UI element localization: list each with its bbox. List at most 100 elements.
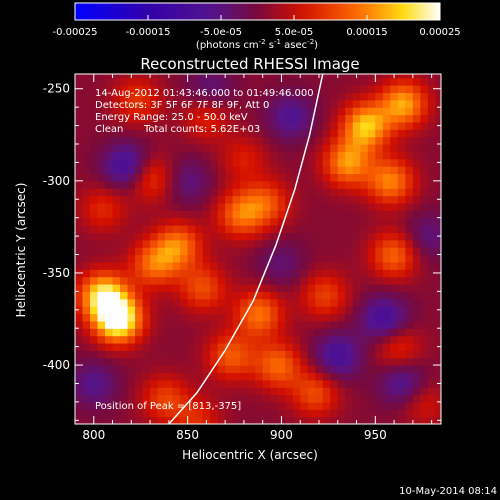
heatmap-cell: [427, 151, 436, 160]
heatmap-cell: [82, 298, 91, 307]
heatmap-cell: [142, 328, 151, 337]
heatmap-cell: [165, 350, 174, 359]
heatmap-cell: [187, 121, 196, 130]
heatmap-cell: [232, 180, 241, 189]
heatmap-cell: [247, 74, 256, 79]
heatmap-cell: [195, 342, 204, 351]
heatmap-cell: [307, 232, 316, 241]
heatmap-cell: [120, 247, 129, 256]
heatmap-cell: [187, 99, 196, 108]
heatmap-cell: [75, 202, 84, 211]
heatmap-cell: [210, 151, 219, 160]
heatmap-cell: [97, 284, 106, 292]
heatmap-cell: [240, 114, 249, 123]
heatmap-cell: [135, 313, 144, 322]
heatmap-cell: [127, 335, 136, 344]
heatmap-cell: [412, 306, 421, 315]
heatmap-cell: [210, 129, 219, 138]
heatmap-cell: [300, 114, 309, 123]
heatmap-cell: [292, 173, 301, 182]
heatmap-cell: [367, 401, 376, 410]
heatmap-cell: [300, 328, 309, 337]
heatmap-cell: [307, 136, 316, 145]
heatmap-cell: [90, 99, 99, 108]
heatmap-cell: [82, 158, 91, 167]
heatmap-cell: [360, 158, 369, 167]
heatmap-cell: [262, 92, 271, 101]
footer-date: 10-May-2014 08:14: [399, 486, 497, 497]
heatmap-cell: [360, 372, 369, 381]
heatmap-cell: [90, 284, 99, 292]
heatmap-cell: [180, 298, 189, 307]
heatmap-cell: [135, 342, 144, 351]
heatmap-cell: [322, 298, 331, 307]
heatmap-cell: [112, 365, 121, 374]
heatmap-cell: [262, 225, 271, 234]
heatmap-cell: [382, 239, 391, 248]
heatmap-cell: [397, 180, 406, 189]
heatmap-cell: [427, 173, 436, 182]
heatmap-cell: [232, 77, 241, 86]
heatmap-cell: [232, 342, 241, 351]
heatmap-cell: [255, 416, 264, 424]
heatmap-cell: [277, 254, 286, 263]
heatmap-cell: [127, 372, 136, 381]
heatmap-cell: [427, 166, 436, 175]
heatmap-cell: [112, 261, 121, 270]
heatmap-cell: [292, 401, 301, 410]
heatmap-cell: [330, 313, 339, 322]
heatmap-cell: [375, 342, 384, 351]
heatmap-cell: [112, 195, 121, 204]
heatmap-cell: [225, 350, 234, 359]
heatmap-cell: [202, 202, 211, 211]
heatmap-cell: [285, 85, 294, 94]
heatmap-cell: [382, 372, 391, 381]
heatmap-cell: [112, 313, 121, 322]
heatmap-cell: [75, 357, 84, 366]
heatmap-cell: [105, 284, 114, 292]
heatmap-cell: [345, 320, 354, 329]
heatmap-cell: [210, 335, 219, 344]
heatmap-cell: [127, 401, 136, 410]
colorbar-tick-label: 0.00025: [419, 27, 460, 38]
heatmap-cell: [367, 394, 376, 403]
heatmap-cell: [292, 85, 301, 94]
heatmap-cell: [232, 99, 241, 108]
heatmap-cell: [127, 99, 136, 108]
colorbar-tick-label: 0.00015: [346, 27, 387, 38]
heatmap-cell: [195, 136, 204, 145]
heatmap-cell: [217, 129, 226, 138]
heatmap-cell: [202, 151, 211, 160]
heatmap-cell: [217, 254, 226, 263]
heatmap-cell: [322, 202, 331, 211]
heatmap-cell: [195, 284, 204, 292]
heatmap-cell: [225, 409, 234, 418]
heatmap-cell: [367, 202, 376, 211]
heatmap-cell: [247, 232, 256, 241]
heatmap-cell: [330, 114, 339, 123]
heatmap-cell: [157, 350, 166, 359]
heatmap-cell: [127, 357, 136, 366]
heatmap-cell: [352, 401, 361, 410]
heatmap-cell: [142, 276, 151, 285]
annotation-energy: Energy Range: 25.0 - 50.0 keV: [95, 112, 248, 123]
heatmap-cell: [217, 239, 226, 248]
heatmap-cell: [322, 313, 331, 322]
heatmap-cell: [345, 114, 354, 123]
heatmap-cell: [397, 151, 406, 160]
heatmap-cell: [315, 357, 324, 366]
heatmap-cell: [82, 92, 91, 101]
heatmap-cell: [210, 372, 219, 381]
heatmap-cell: [217, 387, 226, 396]
heatmap-cell: [97, 335, 106, 344]
heatmap-cell: [97, 114, 106, 123]
heatmap-cell: [330, 195, 339, 204]
heatmap-cell: [292, 320, 301, 329]
heatmap-cell: [75, 188, 84, 197]
heatmap-cell: [382, 166, 391, 175]
heatmap-cell: [337, 365, 346, 374]
heatmap-cell: [315, 77, 324, 86]
heatmap-cell: [127, 136, 136, 145]
heatmap-cell: [90, 306, 99, 315]
y-tick-label: -300: [43, 174, 70, 188]
